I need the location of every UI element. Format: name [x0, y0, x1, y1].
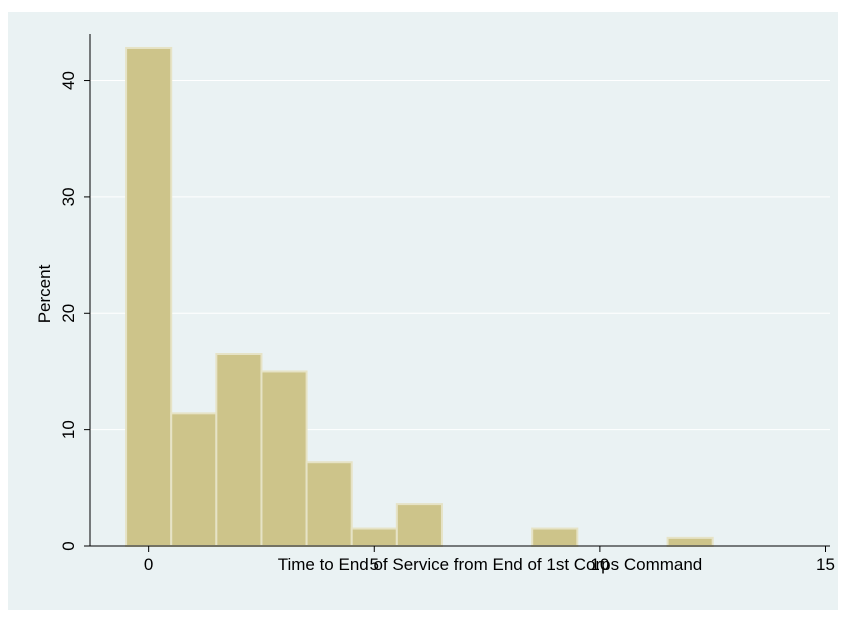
y-axis-ticks: 0 10 20 30 40	[59, 71, 90, 551]
y-tick-label: 40	[59, 71, 78, 90]
y-tick-label: 20	[59, 304, 78, 323]
y-axis-title: Percent	[35, 264, 54, 323]
histogram-bar	[395, 503, 443, 548]
y-tick-label: 30	[59, 187, 78, 206]
histogram-bar	[305, 461, 353, 547]
bars	[125, 46, 714, 548]
histogram-bar	[260, 370, 308, 548]
x-tick-label: 10	[590, 555, 609, 574]
x-axis-ticks: 0 5 10 15	[144, 546, 835, 574]
y-tick-label: 0	[59, 541, 78, 550]
gridlines	[90, 80, 830, 431]
axes	[89, 34, 830, 547]
histogram-bar	[350, 527, 398, 548]
histogram-bar	[170, 412, 218, 547]
x-tick-label: 0	[144, 555, 153, 574]
histogram-bar	[215, 353, 263, 547]
histogram-bar	[666, 536, 714, 548]
x-tick-label: 15	[816, 555, 835, 574]
x-tick-label: 5	[370, 555, 379, 574]
histogram-bar	[531, 527, 579, 548]
histogram-bar	[125, 46, 173, 548]
x-axis-title: Time to End of Service from End of 1st C…	[278, 555, 703, 574]
y-tick-label: 10	[59, 420, 78, 439]
